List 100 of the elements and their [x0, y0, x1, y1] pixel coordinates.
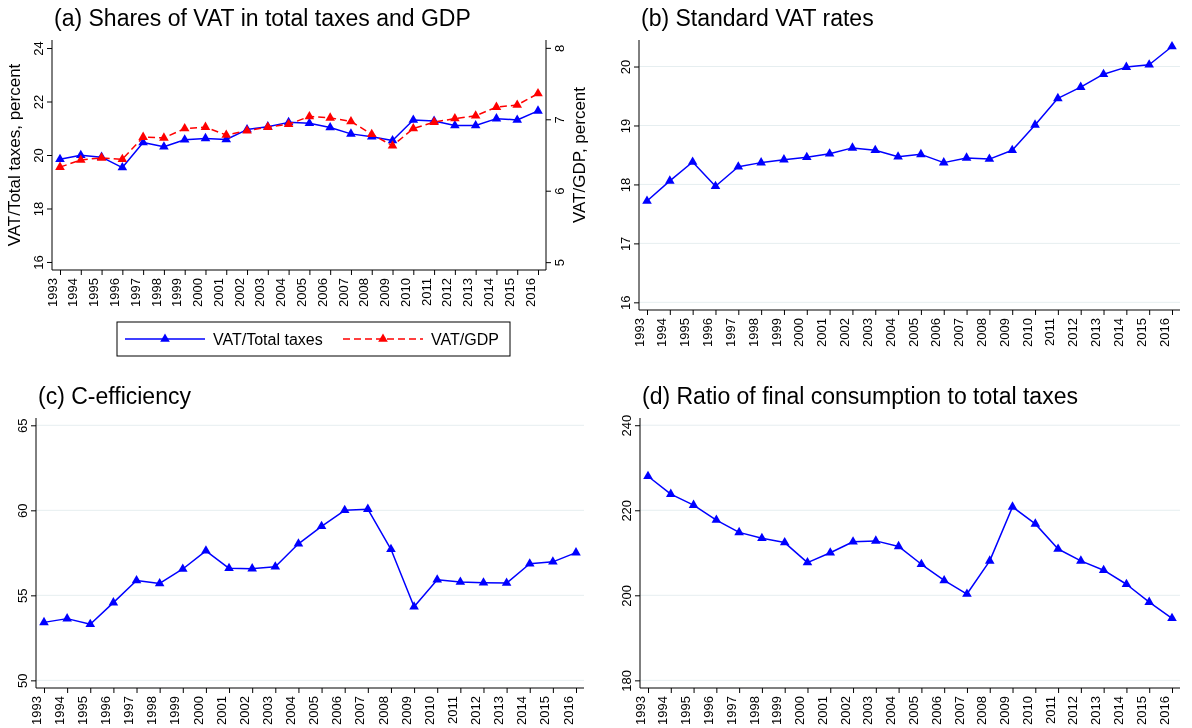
y-tick-label: 220 [619, 499, 634, 522]
x-tick-label: 2002 [236, 696, 252, 725]
x-tick-label: 2009 [996, 318, 1012, 347]
x-tick-label: 2011 [418, 278, 434, 306]
x-tick-label: 2002 [231, 278, 247, 307]
x-tick-label: 2003 [252, 278, 268, 307]
x-tick-label: 2010 [421, 696, 437, 725]
x-tick-label: 2008 [973, 318, 989, 347]
x-tick-label: 2012 [468, 696, 484, 725]
x-tick-label: 2013 [1088, 696, 1104, 725]
y-tick-label: 20 [31, 148, 46, 163]
x-tick-label: 1993 [631, 318, 647, 347]
y-tick-label: 180 [619, 669, 634, 692]
x-tick-label: 2003 [860, 696, 876, 725]
x-tick-label: 2007 [352, 696, 368, 725]
chart-title: (d) Ratio of final consumption to total taxes [642, 383, 1078, 409]
x-tick-label: 2009 [377, 278, 393, 307]
x-tick-label: 2004 [283, 696, 299, 725]
x-tick-label: 2010 [1019, 696, 1035, 725]
x-tick-label: 1994 [654, 318, 670, 347]
x-tick-label: 1993 [44, 278, 60, 307]
x-tick-label: 2009 [398, 696, 414, 725]
x-tick-label: 1995 [677, 318, 693, 347]
x-tick-label: 2000 [792, 696, 808, 725]
y-tick-label: 19 [618, 118, 633, 134]
x-tick-label: 2012 [439, 278, 455, 307]
x-tick-label: 2011 [1042, 318, 1058, 346]
x-tick-label: 2015 [501, 278, 517, 307]
x-tick-label: 1996 [106, 278, 122, 307]
x-tick-label: 2015 [1133, 696, 1149, 725]
y-tick-label: 16 [31, 255, 46, 270]
y-tick-label: 65 [15, 418, 30, 434]
y-axis-title: VAT/Total taxes, percent [5, 63, 24, 247]
y2-tick-label: 6 [552, 187, 567, 195]
x-tick-label: 2006 [928, 318, 944, 347]
y-tick-label: 55 [15, 588, 30, 604]
x-tick-label: 1999 [167, 696, 183, 725]
x-tick-label: 2005 [905, 696, 921, 725]
y-tick-label: 17 [618, 236, 633, 252]
y-tick-label: 60 [15, 503, 30, 519]
x-tick-label: 1994 [65, 278, 81, 307]
x-tick-label: 2001 [210, 278, 226, 307]
x-tick-label: 2013 [491, 696, 507, 725]
x-tick-label: 2006 [928, 696, 944, 725]
x-tick-label: 2013 [1088, 318, 1104, 347]
x-tick-label: 2012 [1065, 696, 1081, 725]
x-tick-label: 1999 [768, 318, 784, 347]
legend-label: VAT/Total taxes [213, 331, 323, 348]
x-tick-label: 2014 [481, 278, 497, 307]
x-tick-label: 2001 [814, 696, 830, 725]
x-tick-label: 1995 [74, 696, 90, 725]
x-tick-label: 2010 [397, 278, 413, 307]
y-tick-label: 200 [619, 584, 634, 607]
x-tick-label: 2013 [460, 278, 476, 307]
x-tick-label: 2011 [444, 696, 460, 724]
x-tick-label: 2008 [356, 278, 372, 307]
x-tick-label: 1997 [121, 696, 137, 725]
x-tick-label: 1993 [632, 696, 648, 725]
x-tick-label: 1999 [769, 696, 785, 725]
x-tick-label: 2004 [273, 278, 289, 307]
x-tick-label: 2007 [951, 696, 967, 725]
legend-label: VAT/GDP [431, 331, 499, 348]
y-tick-label: 50 [15, 673, 30, 689]
x-tick-label: 1995 [678, 696, 694, 725]
x-tick-label: 2007 [335, 278, 351, 307]
x-tick-label: 2000 [791, 318, 807, 347]
x-tick-label: 2015 [1133, 318, 1149, 347]
x-tick-label: 2005 [306, 696, 322, 725]
x-tick-label: 1994 [51, 696, 67, 725]
chart-title: (a) Shares of VAT in total taxes and GDP [54, 5, 471, 31]
y-tick-label: 20 [618, 59, 633, 75]
chart-title: (c) C-efficiency [38, 383, 192, 409]
x-tick-label: 1994 [655, 696, 671, 725]
x-tick-label: 2008 [974, 696, 990, 725]
x-tick-label: 1998 [148, 278, 164, 307]
x-tick-label: 1998 [745, 318, 761, 347]
y-tick-label: 18 [618, 177, 633, 193]
x-tick-label: 2001 [213, 696, 229, 725]
x-tick-label: 1997 [723, 696, 739, 725]
x-tick-label: 2014 [514, 696, 530, 725]
y2-tick-label: 7 [552, 116, 567, 124]
y-tick-label: 22 [31, 94, 46, 110]
x-tick-label: 2006 [329, 696, 345, 725]
x-tick-label: 1996 [700, 696, 716, 725]
x-tick-label: 2002 [837, 696, 853, 725]
x-tick-label: 2004 [882, 318, 898, 347]
x-tick-label: 2003 [859, 318, 875, 347]
x-tick-label: 2016 [560, 696, 576, 725]
x-tick-label: 1998 [746, 696, 762, 725]
x-tick-label: 2014 [1110, 318, 1126, 347]
x-tick-label: 1998 [144, 696, 160, 725]
y-tick-label: 24 [31, 41, 46, 56]
y2-tick-label: 8 [552, 44, 567, 52]
y-tick-label: 240 [619, 414, 634, 437]
x-tick-label: 1995 [86, 278, 102, 307]
x-tick-label: 2016 [1156, 696, 1172, 725]
x-tick-label: 1996 [97, 696, 113, 725]
y-tick-label: 18 [31, 201, 46, 217]
y-tick-label: 16 [618, 295, 633, 311]
x-tick-label: 2008 [375, 696, 391, 725]
